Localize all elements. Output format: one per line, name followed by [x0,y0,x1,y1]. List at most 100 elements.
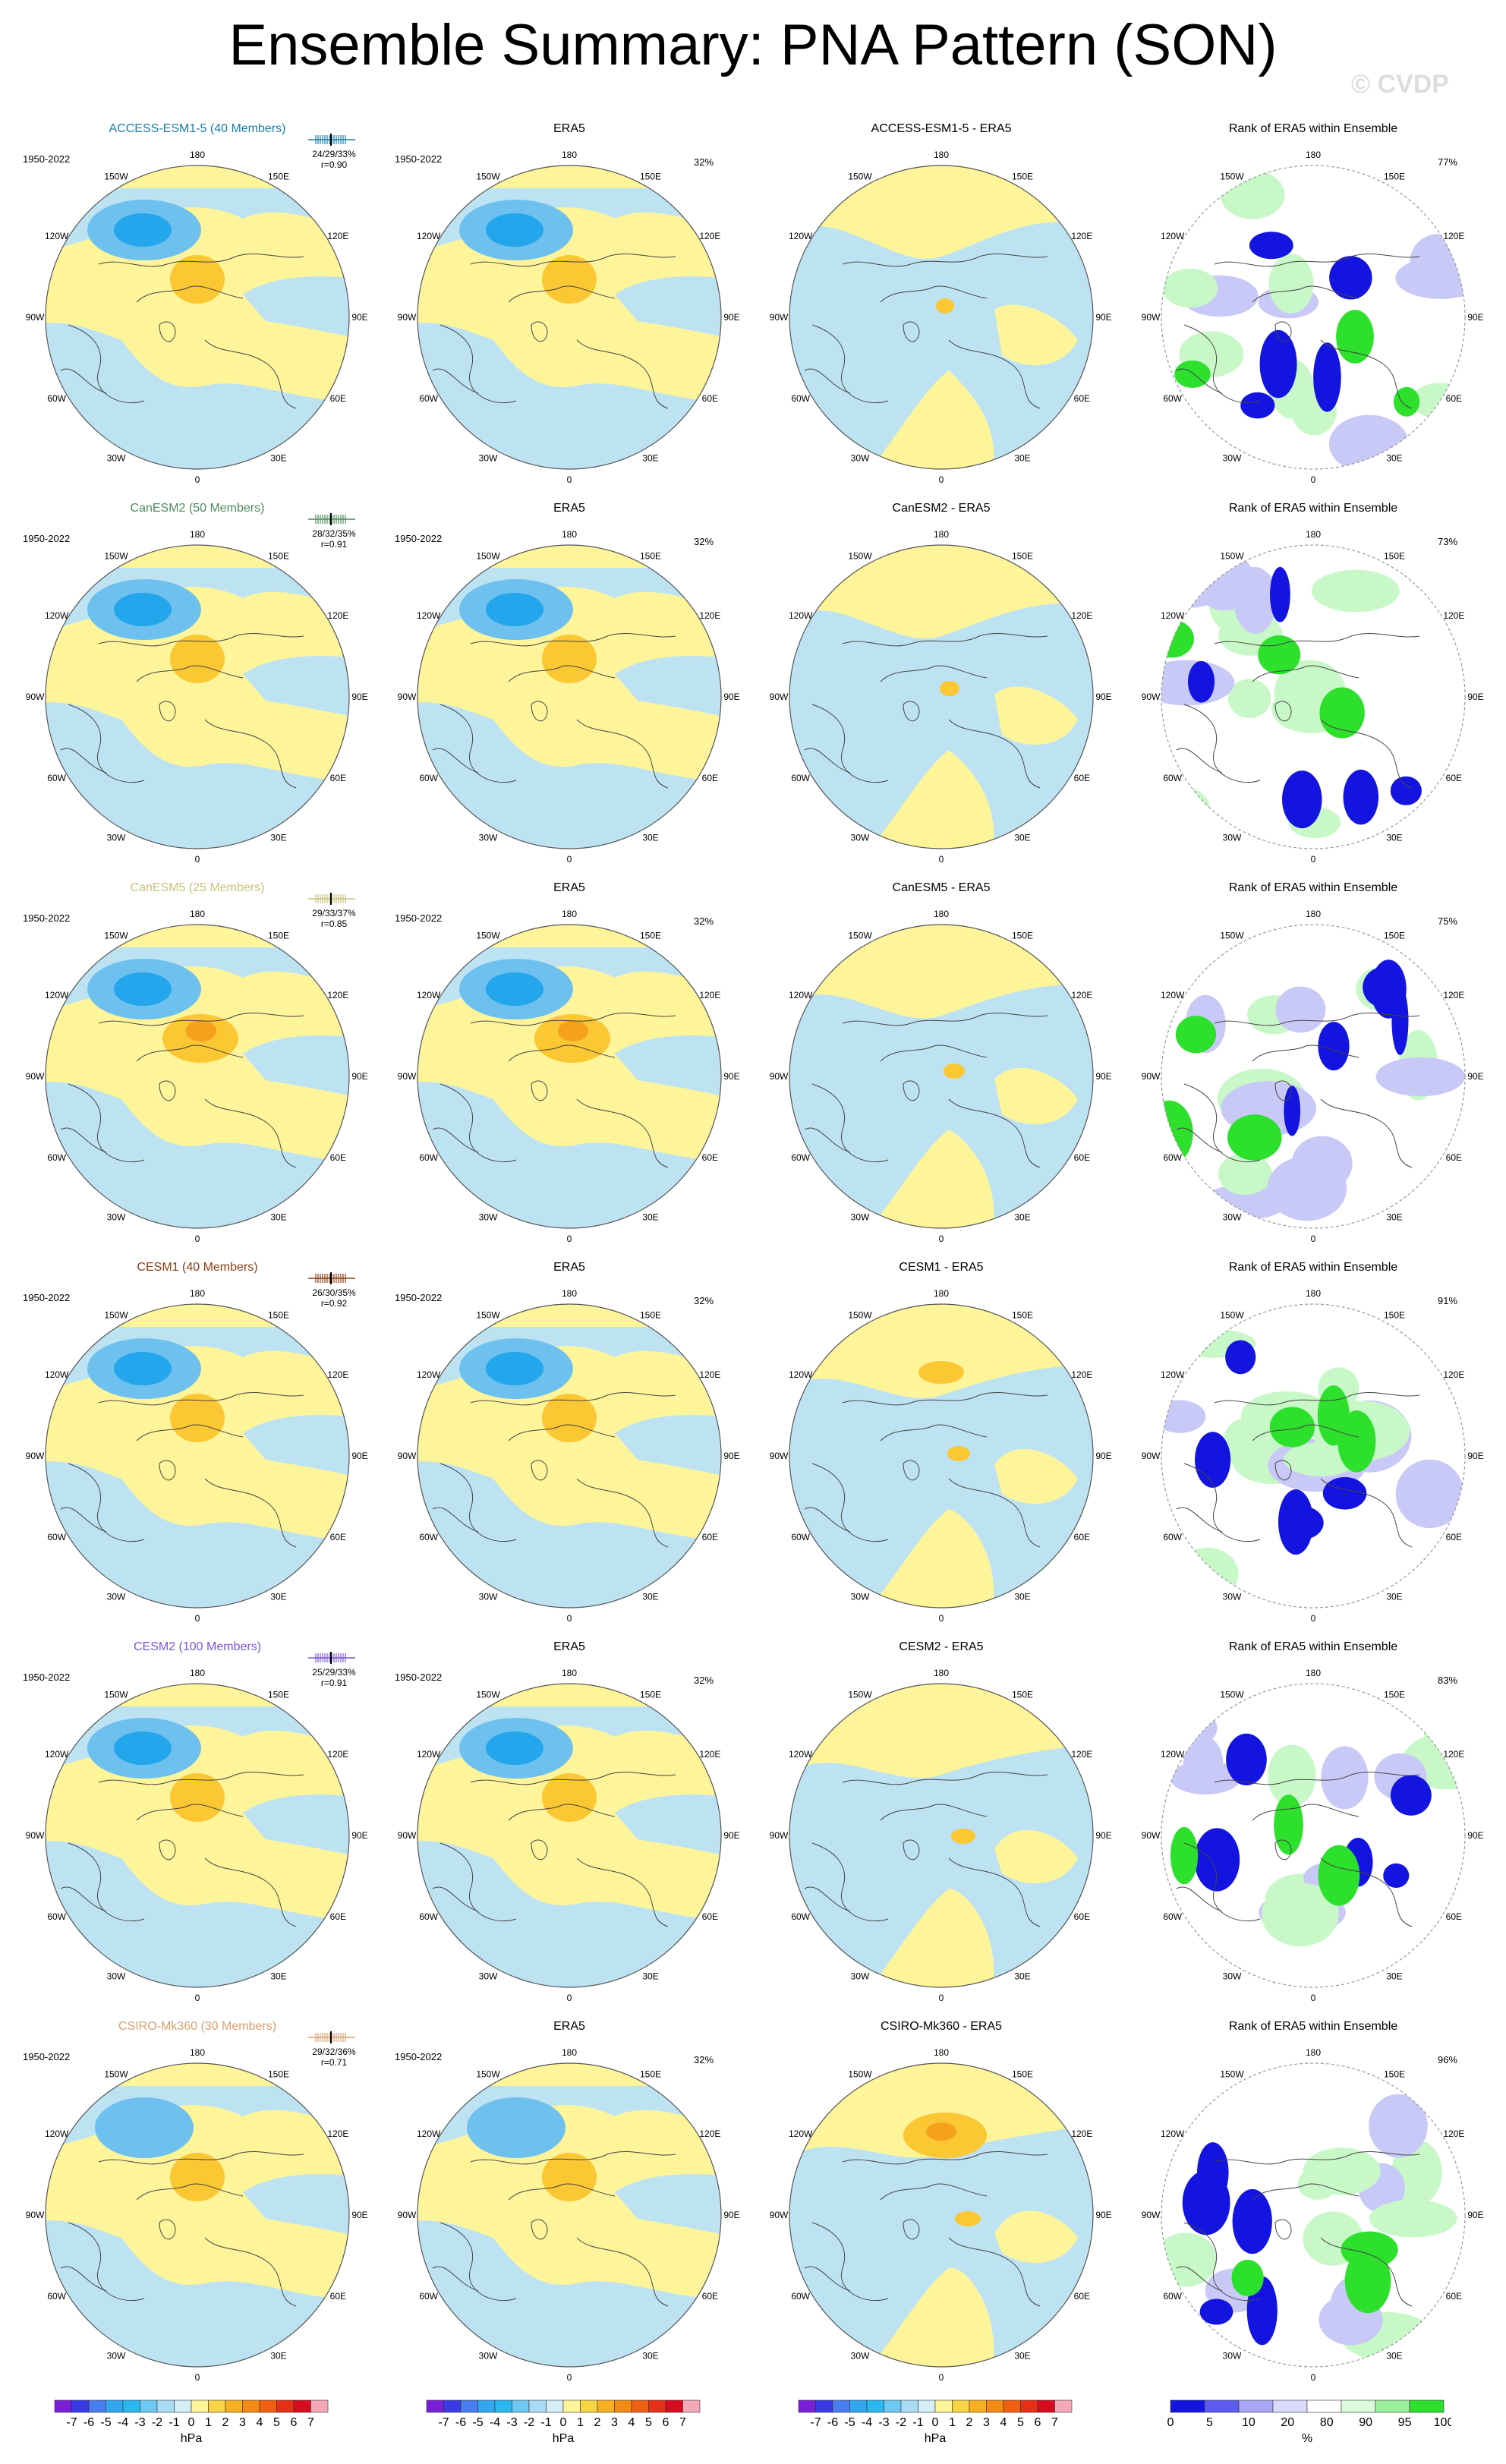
colorbar-swatch [934,2399,953,2413]
lon-label: 150E [1384,1690,1405,1700]
lon-label: 120W [789,1369,813,1380]
lon-labels: 180 150E 120E 90E 60E 30E 0 30W 60W 90W 120W 150W [26,150,368,485]
coastline [204,1857,297,1927]
coastline [842,1772,1048,1785]
negative-core [486,1352,543,1385]
lon-label: 150W [848,2069,872,2080]
rank-high-core [1258,635,1301,675]
coastline [1214,254,1420,267]
rank-low-core [1195,1432,1231,1488]
rank-high-region [1268,254,1314,314]
coastline [1320,2237,1413,2307]
lon-label: 60E [1074,1532,1090,1542]
coastline [1176,748,1223,774]
lon-label: 90W [1142,1451,1161,1461]
lon-label: 0 [567,1993,572,2003]
colorbar-swatch [106,2399,124,2413]
lon-label: 60E [1074,773,1090,783]
rank-high-core [1318,1845,1360,1906]
lon-label: 90W [398,692,417,702]
lon-label: 150E [268,551,289,562]
coastline [60,1886,107,1912]
lon-label: 150W [1220,1690,1244,1700]
lon-label: 150W [104,931,128,941]
positive-core [542,2153,597,2201]
lon-label: 60E [1074,1911,1090,1922]
lon-label: 30E [642,2350,658,2361]
lon-label: 120E [1443,1369,1464,1380]
rank-low-region [1233,566,1277,634]
coastline [842,254,1048,267]
lon-label: 120W [1161,2128,1185,2139]
lon-label: 30E [1386,1971,1402,1981]
period-label: 1950-2022 [23,1672,71,1683]
lon-label: 120E [1443,990,1464,1000]
rank-low-region [1275,986,1326,1033]
colorbar-swatch [614,2399,632,2413]
ensemble-spread-glyph [308,134,355,146]
map-panel: CanESM5 (25 Members) 1950-2022 29/33/37% r=… [15,881,380,1252]
positive-core [170,1394,225,1442]
coastline [1214,2151,1420,2165]
map-border [45,2062,350,2368]
coastline [811,704,889,783]
lon-label: 180 [934,1288,949,1299]
lon-label: 90W [26,312,45,323]
colorbar-label: 3 [611,2416,618,2429]
variance-pct: 32% [694,915,714,927]
colorbar-swatch [832,2399,850,2413]
lon-label: 120E [1071,231,1092,241]
polar-map: 180 150E 120E 90E 60E 30E 0 30W 60W 90W 120W 150W [398,529,740,865]
colorbar-label: 0 [188,2416,195,2429]
rank-pct: 83% [1438,1675,1458,1686]
rank-high-core [1231,2259,1264,2296]
colorbar-swatch [174,2399,192,2413]
lon-label: 30E [1014,832,1030,843]
coastlines [1176,254,1420,409]
coastline [1176,368,1223,394]
lon-label: 150E [268,2069,289,2080]
lon-label: 120W [45,1369,69,1380]
lon-label: 180 [1306,909,1321,919]
lon-label: 60W [419,1532,438,1542]
negative-core [114,1352,172,1385]
lon-label: 90E [351,1451,367,1461]
coastline [842,1013,1048,1026]
lon-label: 120E [327,231,348,241]
ensemble-spread-glyph [308,893,355,905]
lon-label: 150W [848,1690,872,1700]
lon-labels: 180 150E 120E 90E 60E 30E 0 30W 60W 90W 120W 150W [26,529,368,865]
rank-low-region [1161,1706,1218,1750]
negative-region [243,2174,349,2238]
lon-label: 150W [848,1310,872,1321]
positive-core [926,2122,956,2141]
negative-core [114,972,172,1006]
lon-label: 180 [190,150,205,160]
map-panel: ERA5 1950-2022 32% 180 150E 120E 90E 60E 30E 0 30W… [387,881,751,1252]
lon-label: 180 [190,1288,205,1299]
ensemble-spread-glyph [308,2031,355,2043]
pct-range: 28/32/35% [312,528,356,539]
negative-region [615,1415,721,1479]
lon-label: 120W [417,990,441,1000]
lon-label: 30E [270,1591,286,1602]
coastline [880,1045,988,1062]
lon-label: 60E [702,773,718,783]
colorbar-swatch [798,2399,816,2413]
lon-labels: 180 150E 120E 90E 60E 30E 0 30W 60W 90W 120W 150W [398,1668,740,2003]
pct-range: 29/33/37% [312,908,356,918]
lon-label: 60E [330,1911,346,1922]
colorbar-label: -5 [100,2416,111,2429]
page-title: Ensemble Summary: PNA Pattern (SON) [228,13,1278,77]
lon-label: 120W [45,231,69,241]
colorbar-label: -1 [169,2416,179,2429]
coastline [576,2237,669,2307]
lon-label: 30W [851,452,870,463]
lon-label: 0 [939,1993,944,2003]
negative-region [243,1794,349,1858]
colorbar-swatch [242,2399,260,2413]
lon-label: 0 [1311,1993,1316,2003]
panel-title: ERA5 [553,881,585,894]
lon-label: 120E [1443,610,1464,621]
polar-map: 180 150E 120E 90E 60E 30E 0 30W 60W 90W 120W 150W [1142,529,1484,865]
